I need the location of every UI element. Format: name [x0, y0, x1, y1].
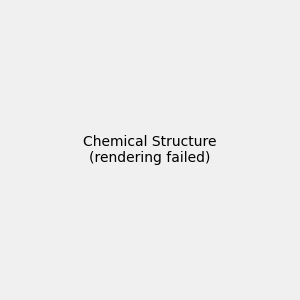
Text: Chemical Structure
(rendering failed): Chemical Structure (rendering failed) [83, 135, 217, 165]
